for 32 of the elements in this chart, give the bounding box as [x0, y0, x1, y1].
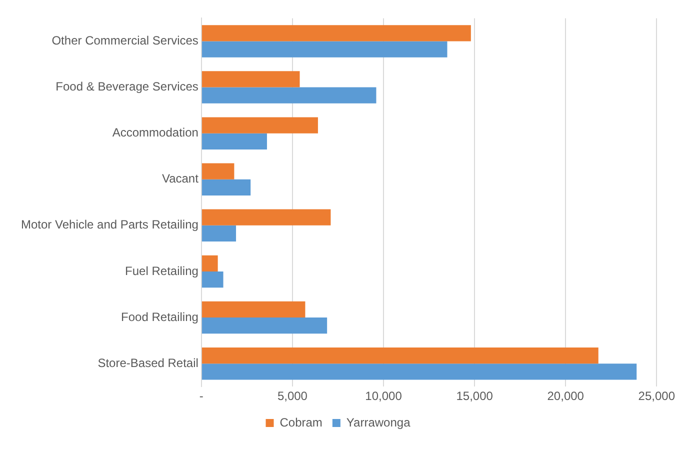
- x-tick-label: -: [199, 389, 204, 404]
- bar: [202, 318, 328, 334]
- bar: [202, 25, 471, 42]
- x-tick-label: 20,000: [547, 389, 584, 404]
- bar: [202, 225, 236, 242]
- legend-label: Yarrawonga: [346, 415, 411, 430]
- bar: [202, 301, 306, 318]
- x-tick-label: 15,000: [456, 389, 494, 404]
- bar: [202, 87, 376, 104]
- bar: [202, 209, 331, 226]
- x-tick-label: 10,000: [365, 389, 402, 404]
- bar: [202, 271, 224, 288]
- y-tick-label: Other Commercial Services: [52, 34, 198, 48]
- bar: [202, 71, 300, 88]
- bar: [202, 364, 637, 380]
- bar: [202, 41, 448, 58]
- bar: [202, 117, 318, 134]
- y-tick-label: Food & Beverage Services: [56, 80, 198, 94]
- bar: [202, 179, 251, 196]
- bar: [202, 255, 218, 272]
- y-tick-label: Vacant: [162, 172, 200, 186]
- bar: [202, 163, 234, 180]
- y-tick-label: Food Retailing: [121, 310, 198, 324]
- bar: [202, 133, 267, 150]
- y-tick-label: Fuel Retailing: [125, 264, 198, 278]
- x-tick-label: 5,000: [277, 389, 308, 404]
- legend-label: Cobram: [280, 415, 322, 430]
- y-tick-label: Accommodation: [112, 126, 198, 140]
- y-tick-label: Store-Based Retail: [98, 356, 198, 370]
- y-tick-label: Motor Vehicle and Parts Retailing: [20, 218, 198, 232]
- x-tick-label: 25,000: [638, 389, 676, 404]
- bar: [202, 347, 598, 364]
